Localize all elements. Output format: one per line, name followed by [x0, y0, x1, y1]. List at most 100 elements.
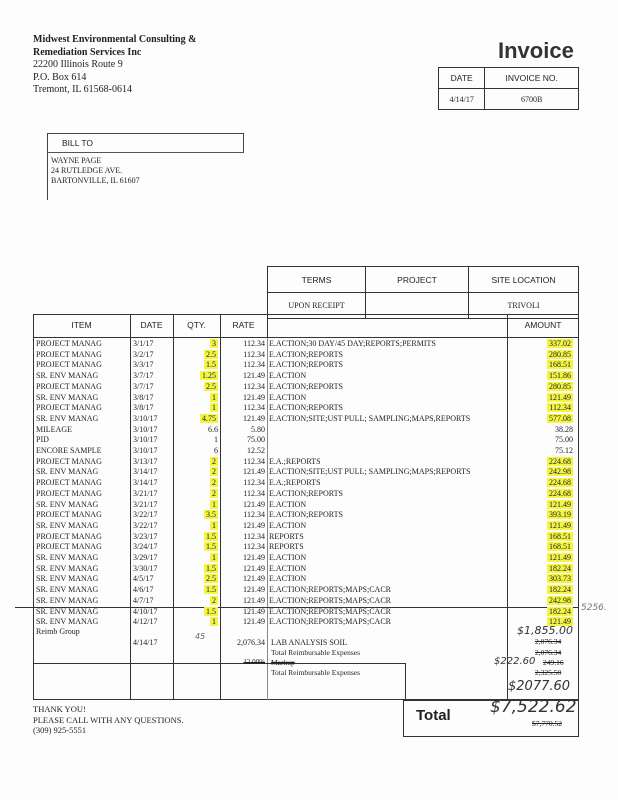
highlight: 224.68 [547, 478, 573, 488]
item-date: 3/22/17 [133, 520, 158, 530]
item-rate: 112.34 [243, 488, 265, 498]
call-message: PLEASE CALL WITH ANY QUESTIONS. [33, 714, 184, 725]
item-description: E.A.;REPORTS [269, 456, 321, 466]
item-date: 3/8/17 [133, 392, 154, 402]
table-row: PROJECT MANAG 3/24/17 1.5 112.34 REPORTS 168.… [33, 542, 579, 553]
date-header: DATE [437, 67, 486, 89]
highlight: 3 [210, 339, 218, 348]
item-qty: 1 [214, 435, 218, 445]
item-amount: 151.86 [509, 371, 573, 382]
highlight: 2 [210, 478, 218, 488]
highlight: 303.73 [547, 574, 573, 584]
item-qty: 1 [173, 499, 218, 511]
reimb-divider [33, 663, 405, 664]
highlight: 2 [210, 488, 218, 498]
col-amount: AMOUNT [524, 320, 562, 330]
item-name: PROJECT MANAG [36, 531, 102, 541]
markup-rate: 12.00% [243, 658, 265, 666]
item-rate: 121.49 [243, 392, 265, 402]
item-description: E.ACTION [269, 574, 307, 584]
highlight: 1 [210, 403, 218, 413]
item-rate: 112.34 [243, 360, 265, 370]
table-row: SR. ENV MANAG 4/10/17 1.5 121.49 E.ACTION;RE… [33, 606, 579, 618]
handwritten-qty-note: 45 [195, 632, 206, 641]
item-rate: 121.49 [243, 585, 265, 595]
item-qty: 3.5 [173, 510, 218, 521]
item-date: 3/14/17 [133, 467, 158, 477]
company-info: Midwest Environmental Consulting & Remed… [33, 34, 196, 97]
terms-table: TERMS PROJECT SITE LOCATION UPON RECEIPT… [267, 266, 579, 319]
item-name: PROJECT MANAG [36, 403, 102, 413]
item-description: REPORTS [269, 531, 304, 541]
highlight: 1.5 [204, 606, 218, 616]
item-description: E.ACTION;REPORTS [269, 381, 343, 391]
divider [267, 337, 268, 700]
item-qty: 2 [173, 467, 218, 478]
item-name: SR. ENV MANAG [36, 392, 99, 402]
item-rate: 121.49 [243, 371, 265, 381]
highlight: 1.5 [204, 531, 218, 541]
thank-you: THANK YOU! [33, 704, 86, 714]
item-qty: 1.5 [173, 563, 218, 575]
item-name: PROJECT MANAG [36, 478, 102, 488]
item-date: 3/7/17 [133, 371, 154, 381]
table-row: SR. ENV MANAG 3/21/17 1 121.49 E.ACTION 121.4… [33, 499, 579, 511]
item-amount: 182.24 [509, 563, 573, 575]
highlight: 182.24 [547, 606, 573, 616]
item-qty: 1.5 [173, 360, 218, 371]
divider [47, 152, 243, 153]
item-amount: 224.68 [509, 488, 573, 500]
item-rate: 112.34 [243, 339, 265, 348]
struck-total: $7,770.52 [532, 719, 562, 728]
item-amount: 224.68 [509, 478, 573, 489]
item-name: MILEAGE [36, 424, 72, 434]
item-rate: 112.34 [243, 510, 265, 520]
item-description: E.ACTION [269, 553, 307, 562]
item-qty: 2 [173, 595, 218, 607]
highlight: 242.98 [547, 467, 573, 477]
table-row: PROJECT MANAG 3/3/17 1.5 112.34 E.ACTION;REP… [33, 360, 579, 371]
item-name: SR. ENV MANAG [36, 413, 99, 423]
terms-header: TERMS [267, 266, 366, 293]
item-qty: 1.5 [173, 606, 218, 618]
customer-city: BARTONVILLE, IL 61607 [51, 176, 140, 185]
footer-message: THANK YOU! PLEASE CALL WITH ANY QUESTION… [33, 704, 184, 736]
reimb-desc: LAB ANALYSIS SOIL [271, 638, 348, 647]
table-row: PROJECT MANAG 3/1/17 3 112.34 E.ACTION;30 DA… [33, 339, 579, 350]
item-date: 4/12/17 [133, 617, 158, 627]
item-description: E.ACTION [269, 520, 307, 530]
item-name: PROJECT MANAG [36, 456, 102, 466]
phone-number: (309) 925-5551 [33, 725, 87, 735]
table-row: SR. ENV MANAG 3/10/17 4.75 121.49 E.ACTION;S… [33, 413, 579, 425]
item-date: 3/29/17 [133, 553, 158, 562]
item-name: PID [36, 435, 49, 445]
handwritten-markup: $222.60 [494, 656, 536, 667]
highlight: 224.68 [547, 488, 573, 498]
highlight: 2 [210, 595, 218, 605]
item-rate: 121.49 [243, 499, 265, 509]
highlight: 224.68 [547, 456, 573, 466]
item-description: E.ACTION [269, 371, 307, 381]
struck-markup: 249.16 [543, 658, 564, 667]
item-amount: 168.51 [509, 360, 573, 371]
item-rate: 12.52 [247, 446, 265, 455]
item-amount: 224.68 [509, 456, 573, 468]
handwritten-grand-total: $7,522.62 [490, 697, 577, 717]
item-amount: 337.02 [509, 339, 573, 350]
item-qty: 2.5 [173, 574, 218, 585]
col-rate: RATE [232, 320, 255, 330]
item-date: 3/1/17 [133, 339, 154, 348]
item-rate: 112.34 [243, 542, 265, 552]
company-city: Tremont, IL 61568-0614 [33, 84, 132, 95]
highlight: 168.51 [547, 542, 573, 552]
table-row: PROJECT MANAG 3/8/17 1 112.34 E.ACTION;REPOR… [33, 403, 579, 414]
item-rate: 121.49 [243, 553, 265, 562]
company-name: Midwest Environmental Consulting & [33, 34, 197, 45]
table-row: PROJECT MANAG 3/21/17 2 112.34 E.ACTION;REPO… [33, 488, 579, 500]
item-description: E.ACTION;REPORTS [269, 360, 343, 370]
item-qty: 2.5 [173, 381, 218, 393]
item-qty: 2 [173, 488, 218, 500]
item-name: SR. ENV MANAG [36, 563, 99, 573]
highlight: 112.34 [547, 403, 573, 413]
item-date: 3/21/17 [133, 499, 158, 509]
